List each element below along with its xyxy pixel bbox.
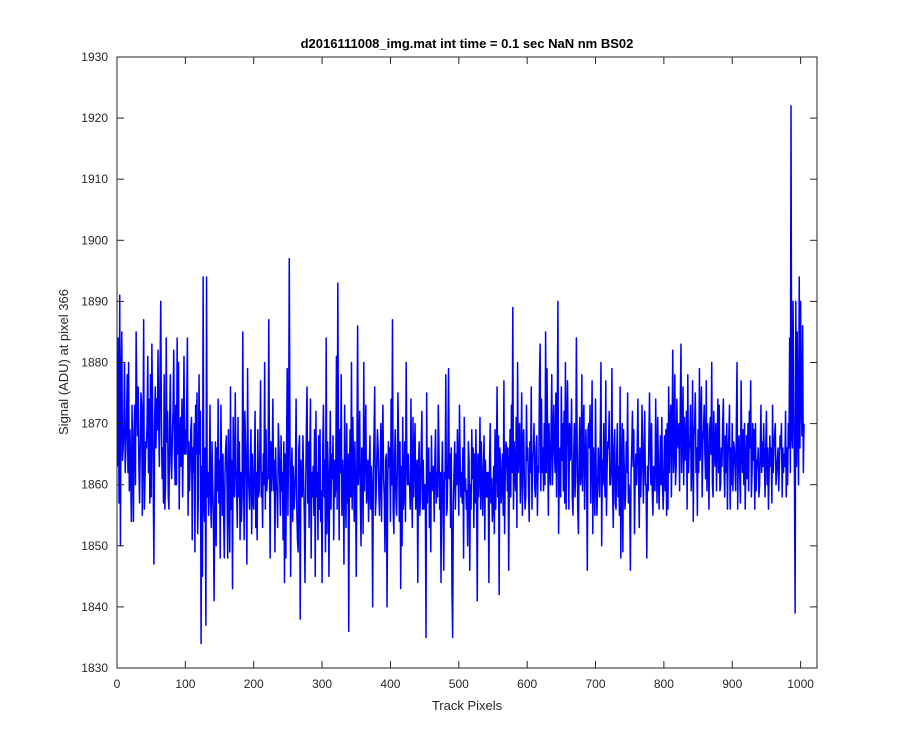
- y-tick-label: 1900: [81, 233, 108, 247]
- chart-title: d2016111008_img.mat int time = 0.1 sec N…: [301, 36, 634, 51]
- x-tick-label: 800: [654, 677, 674, 691]
- y-tick-label: 1860: [81, 478, 108, 492]
- y-tick-label: 1890: [81, 294, 108, 308]
- y-tick-label: 1930: [81, 50, 108, 64]
- x-tick-label: 700: [586, 677, 606, 691]
- x-tick-label: 200: [244, 677, 264, 691]
- y-tick-label: 1850: [81, 539, 108, 553]
- x-tick-label: 600: [517, 677, 537, 691]
- x-tick-label: 1000: [787, 677, 814, 691]
- series-layer: [116, 105, 805, 645]
- series-line-1: [116, 105, 805, 645]
- x-tick-label: 900: [722, 677, 742, 691]
- x-tick-label: 0: [114, 677, 121, 691]
- x-tick-label: 400: [380, 677, 400, 691]
- y-tick-label: 1880: [81, 356, 108, 370]
- y-tick-label: 1870: [81, 417, 108, 431]
- x-axis: 0 100 200 300 400 500 600 700 800 900 1000: [114, 57, 814, 691]
- x-axis-label: Track Pixels: [432, 698, 503, 713]
- y-tick-label: 1830: [81, 661, 108, 675]
- y-tick-label: 1840: [81, 600, 108, 614]
- y-tick-label: 1910: [81, 172, 108, 186]
- x-tick-label: 500: [449, 677, 469, 691]
- x-tick-label: 300: [312, 677, 332, 691]
- plot-area: [117, 57, 817, 668]
- y-axis-label: Signal (ADU) at pixel 366: [56, 289, 71, 435]
- x-tick-label: 100: [175, 677, 195, 691]
- y-tick-label: 1920: [81, 111, 108, 125]
- y-axis: 1830 1840 1850 1860 1870 1880 1890 1900 1910 1920…: [81, 50, 817, 675]
